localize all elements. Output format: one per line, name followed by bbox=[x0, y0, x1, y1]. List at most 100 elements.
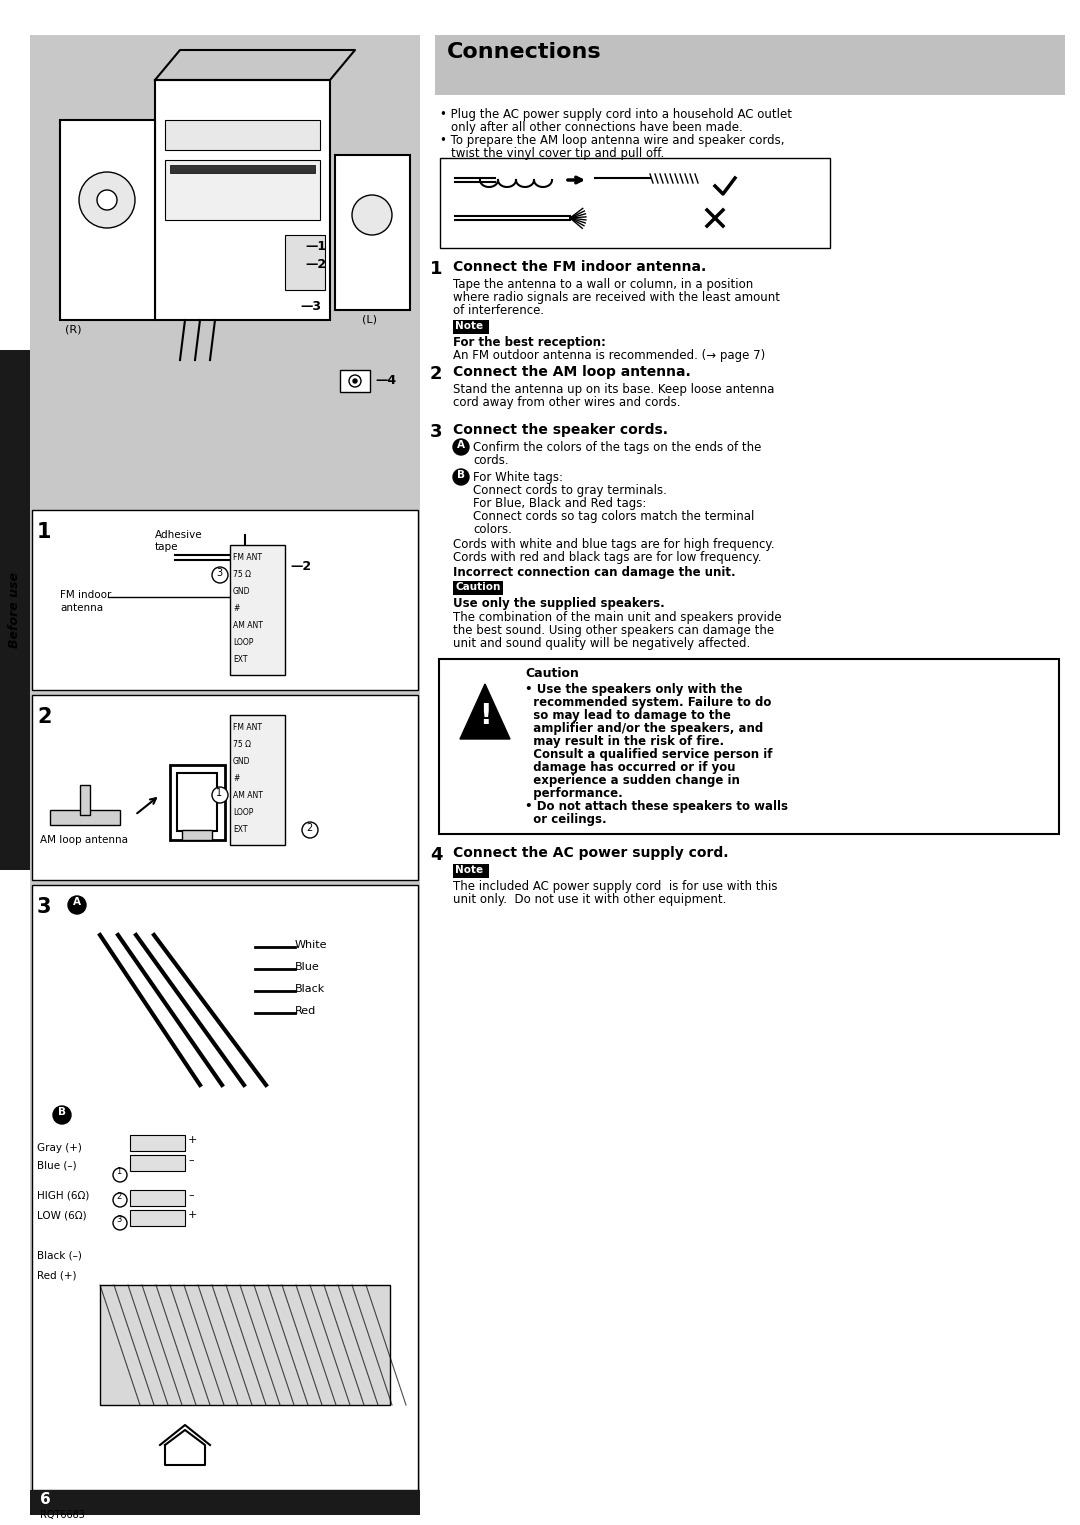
Text: !: ! bbox=[478, 702, 491, 730]
Text: twist the vinyl cover tip and pull off.: twist the vinyl cover tip and pull off. bbox=[451, 146, 664, 160]
Bar bbox=[130, 1209, 185, 1226]
Text: Connect the AM loop antenna.: Connect the AM loop antenna. bbox=[453, 364, 691, 380]
Circle shape bbox=[53, 1106, 71, 1124]
Text: +: + bbox=[188, 1209, 198, 1220]
Bar bbox=[165, 120, 320, 149]
Text: 2: 2 bbox=[116, 1193, 121, 1202]
Text: AM loop antenna: AM loop antenna bbox=[40, 836, 129, 845]
Text: Connect the FM indoor antenna.: Connect the FM indoor antenna. bbox=[453, 259, 706, 274]
Circle shape bbox=[352, 195, 392, 235]
Text: The included AC power supply cord  is for use with this: The included AC power supply cord is for… bbox=[453, 880, 778, 894]
Bar bbox=[230, 544, 285, 676]
Text: or ceilings.: or ceilings. bbox=[525, 813, 607, 827]
Text: #: # bbox=[233, 604, 240, 613]
Text: Blue: Blue bbox=[295, 962, 320, 971]
Text: of interference.: of interference. bbox=[453, 303, 544, 317]
Circle shape bbox=[353, 380, 357, 383]
Bar bbox=[30, 1490, 420, 1514]
Text: • Plug the AC power supply cord into a household AC outlet: • Plug the AC power supply cord into a h… bbox=[440, 108, 792, 120]
Text: Caution: Caution bbox=[525, 666, 579, 680]
Bar bbox=[440, 159, 831, 249]
Text: 2: 2 bbox=[306, 824, 312, 833]
Text: —1: —1 bbox=[305, 239, 326, 253]
Text: Consult a qualified service person if: Consult a qualified service person if bbox=[525, 747, 772, 761]
Text: so may lead to damage to the: so may lead to damage to the bbox=[525, 709, 731, 721]
Text: Gray (+): Gray (+) bbox=[37, 1144, 82, 1153]
Text: +: + bbox=[188, 1135, 198, 1145]
Text: FM ANT: FM ANT bbox=[233, 723, 262, 732]
Bar bbox=[32, 695, 418, 880]
Text: 75 Ω: 75 Ω bbox=[233, 740, 251, 749]
Text: (L): (L) bbox=[362, 316, 377, 325]
Bar bbox=[230, 715, 285, 845]
Text: experience a sudden change in: experience a sudden change in bbox=[525, 775, 740, 787]
Text: FM indoor: FM indoor bbox=[60, 590, 111, 599]
Bar bbox=[100, 1286, 390, 1405]
Text: Confirm the colors of the tags on the ends of the: Confirm the colors of the tags on the en… bbox=[473, 441, 761, 454]
Text: EXT: EXT bbox=[233, 656, 247, 663]
Bar bbox=[130, 1154, 185, 1171]
Text: Note: Note bbox=[455, 320, 483, 331]
Text: Cords with white and blue tags are for high frequency.: Cords with white and blue tags are for h… bbox=[453, 538, 774, 551]
Text: Black: Black bbox=[295, 984, 325, 994]
Text: Connect the speaker cords.: Connect the speaker cords. bbox=[453, 422, 669, 438]
Bar bbox=[32, 509, 418, 689]
Bar bbox=[340, 371, 370, 392]
Circle shape bbox=[212, 567, 228, 583]
Text: • Do not attach these speakers to walls: • Do not attach these speakers to walls bbox=[525, 801, 788, 813]
Circle shape bbox=[212, 787, 228, 804]
Text: Caution: Caution bbox=[455, 583, 500, 592]
Text: LOOP: LOOP bbox=[233, 637, 254, 647]
Text: the best sound. Using other speakers can damage the: the best sound. Using other speakers can… bbox=[453, 624, 774, 637]
Circle shape bbox=[453, 439, 469, 454]
Text: GND: GND bbox=[233, 587, 251, 596]
Text: Blue (–): Blue (–) bbox=[37, 1161, 77, 1170]
Bar bbox=[50, 810, 120, 825]
Text: Black (–): Black (–) bbox=[37, 1250, 82, 1260]
Text: —2: —2 bbox=[305, 258, 326, 271]
Text: Note: Note bbox=[455, 865, 483, 875]
Text: An FM outdoor antenna is recommended. (→ page 7): An FM outdoor antenna is recommended. (→… bbox=[453, 349, 766, 361]
Text: AM ANT: AM ANT bbox=[233, 791, 262, 801]
Bar bbox=[183, 830, 212, 840]
Text: Tape the antenna to a wall or column, in a position: Tape the antenna to a wall or column, in… bbox=[453, 278, 753, 291]
Text: Stand the antenna up on its base. Keep loose antenna: Stand the antenna up on its base. Keep l… bbox=[453, 383, 774, 396]
Text: 1: 1 bbox=[430, 259, 443, 278]
Text: 3: 3 bbox=[116, 1215, 121, 1225]
Text: Incorrect connection can damage the unit.: Incorrect connection can damage the unit… bbox=[453, 566, 735, 580]
Bar bbox=[32, 884, 418, 1490]
Text: EXT: EXT bbox=[233, 825, 247, 834]
Text: For the best reception:: For the best reception: bbox=[453, 336, 606, 349]
Text: For Blue, Black and Red tags:: For Blue, Black and Red tags: bbox=[473, 497, 646, 509]
Text: (R): (R) bbox=[65, 325, 81, 336]
Bar bbox=[80, 785, 90, 814]
Text: LOW (6Ω): LOW (6Ω) bbox=[37, 1209, 86, 1220]
Polygon shape bbox=[460, 685, 510, 740]
Text: B: B bbox=[457, 470, 465, 480]
Bar bbox=[453, 320, 489, 334]
Text: damage has occurred or if you: damage has occurred or if you bbox=[525, 761, 735, 775]
Text: Red (+): Red (+) bbox=[37, 1270, 77, 1279]
Bar bbox=[435, 35, 1065, 95]
Bar bbox=[453, 865, 489, 878]
Text: 3: 3 bbox=[216, 567, 222, 578]
Text: 75 Ω: 75 Ω bbox=[233, 570, 251, 580]
Text: recommended system. Failure to do: recommended system. Failure to do bbox=[525, 695, 771, 709]
Text: where radio signals are received with the least amount: where radio signals are received with th… bbox=[453, 291, 780, 303]
Circle shape bbox=[113, 1215, 127, 1231]
Text: • To prepare the AM loop antenna wire and speaker cords,: • To prepare the AM loop antenna wire an… bbox=[440, 134, 784, 146]
Text: tape: tape bbox=[156, 541, 178, 552]
Text: GND: GND bbox=[233, 756, 251, 766]
Text: A: A bbox=[73, 897, 81, 907]
Text: Adhesive: Adhesive bbox=[156, 531, 203, 540]
Text: unit only.  Do not use it with other equipment.: unit only. Do not use it with other equi… bbox=[453, 894, 727, 906]
Text: Use only the supplied speakers.: Use only the supplied speakers. bbox=[453, 596, 665, 610]
Text: RQT6683: RQT6683 bbox=[40, 1510, 85, 1520]
Bar bbox=[170, 766, 225, 840]
Circle shape bbox=[97, 191, 117, 210]
Text: 6: 6 bbox=[40, 1491, 51, 1507]
Text: The combination of the main unit and speakers provide: The combination of the main unit and spe… bbox=[453, 612, 782, 624]
Text: antenna: antenna bbox=[60, 602, 103, 613]
Bar bbox=[0, 351, 30, 869]
Text: —3: —3 bbox=[300, 300, 321, 313]
